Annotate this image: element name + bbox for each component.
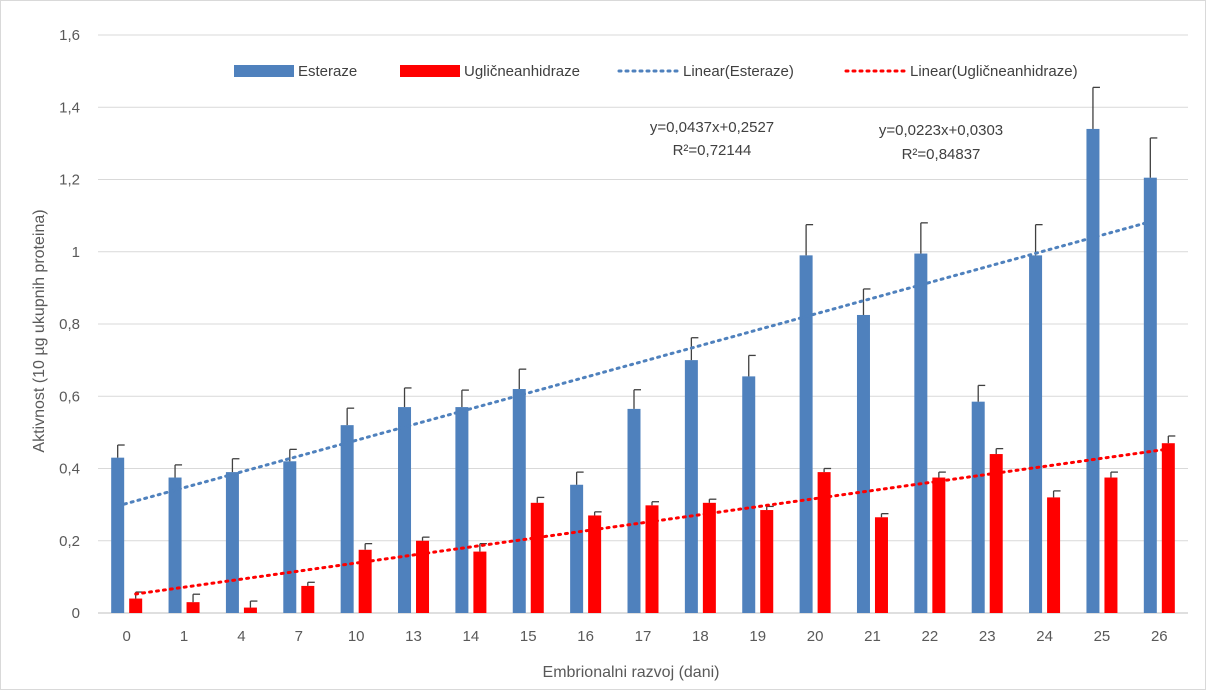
bar-anhidraze [186,602,200,613]
bar-esteraze [570,484,584,613]
bar-anhidraze [989,454,1003,613]
bar-anhidraze [416,540,430,613]
y-tick-label: 1 [72,244,80,261]
y-axis-title: Aktivnost (10 µg ukupnih proteina) [31,209,48,452]
x-tick-label: 1 [180,628,188,645]
y-tick-label: 0,6 [59,388,80,405]
legend: Esteraze Ugličneanhidraze Linear(Esteraze)… [234,63,1078,80]
x-tick-label: 14 [463,628,480,645]
y-tick-label: 0 [72,605,80,622]
bar-esteraze [168,477,182,613]
bar-anhidraze [129,598,143,613]
bar-esteraze [225,472,239,613]
bar-anhidraze [301,585,315,613]
bar-anhidraze [530,502,544,613]
y-tick-labels: 0 0,2 0,4 0,6 0,8 1 1,2 1,4 1,6 [59,27,80,622]
bar-anhidraze [1104,477,1118,613]
bar-esteraze [799,255,813,614]
bar-esteraze [340,425,354,613]
bar-esteraze [856,314,870,613]
legend-swatch [234,65,294,77]
bar-anhidraze [243,607,257,613]
bar-anhidraze [1161,443,1175,613]
x-tick-label: 10 [348,628,365,645]
bar-esteraze [283,461,297,613]
bar-esteraze [1143,177,1157,613]
trendline-r2-esteraze: R²=0,72144 [673,142,752,159]
trendline-equation-anhidraze: y=0,0223x+0,0303 [879,122,1003,139]
bars [111,128,1175,614]
gridlines [98,34,1188,614]
trendline-anhidraze [134,447,1170,596]
bar-esteraze [111,457,125,613]
legend-label: Linear(Esteraze) [683,63,794,80]
bar-anhidraze [702,502,716,613]
x-tick-label: 13 [405,628,422,645]
x-tick-label: 22 [921,628,938,645]
legend-label: Linear(Ugličneanhidraze) [910,63,1078,80]
bar-esteraze [914,253,928,613]
x-tick-labels: 0 1 4 7 10 13 14 15 16 17 18 19 20 21 22 23 24 25 26 [123,628,1168,645]
y-tick-label: 1,4 [59,99,80,116]
bar-esteraze [1086,128,1100,614]
bar-anhidraze [588,515,602,613]
x-tick-label: 15 [520,628,537,645]
bar-anhidraze [358,549,372,613]
x-tick-label: 4 [237,628,245,645]
bar-anhidraze [1047,497,1061,613]
x-tick-label: 19 [749,628,766,645]
x-axis-title: Embrionalni razvoj (dani) [543,664,720,681]
y-tick-label: 0,4 [59,461,80,478]
bar-esteraze [971,401,985,613]
bar-anhidraze [473,551,487,613]
bar-esteraze [1029,255,1043,614]
bar-anhidraze [817,472,831,613]
bar-esteraze [512,389,526,613]
bar-anhidraze [874,517,888,613]
bar-anhidraze [760,510,774,613]
legend-label: Esteraze [298,63,357,80]
y-tick-label: 0,8 [59,316,80,333]
x-tick-label: 7 [295,628,303,645]
legend-label: Ugličneanhidraze [464,63,580,80]
error-bars [117,86,1176,608]
bar-esteraze [742,376,756,613]
bar-esteraze [398,407,412,613]
x-tick-label: 26 [1151,628,1168,645]
x-tick-label: 17 [635,628,652,645]
bar-esteraze [684,360,698,613]
x-tick-label: 23 [979,628,996,645]
bar-anhidraze [932,477,946,613]
y-tick-label: 1,2 [59,172,80,189]
x-tick-label: 21 [864,628,881,645]
y-tick-label: 1,6 [59,27,80,44]
bar-esteraze [627,408,641,613]
x-tick-label: 25 [1094,628,1111,645]
x-tick-label: 16 [577,628,594,645]
x-tick-label: 0 [123,628,131,645]
x-tick-label: 18 [692,628,709,645]
trendline-r2-anhidraze: R²=0,84837 [902,146,981,163]
bar-esteraze [455,407,469,613]
y-tick-label: 0,2 [59,533,80,550]
legend-swatch [400,65,460,77]
trendline-equation-esteraze: y=0,0437x+0,2527 [650,119,774,136]
bar-anhidraze [645,505,659,613]
x-tick-label: 20 [807,628,824,645]
trendlines [116,220,1170,596]
x-tick-label: 24 [1036,628,1053,645]
